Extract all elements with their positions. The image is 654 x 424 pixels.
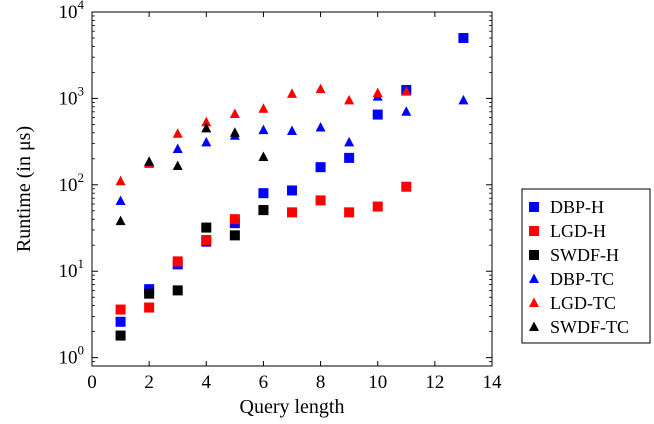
data-point — [172, 160, 183, 171]
data-point — [458, 94, 469, 105]
legend-marker — [529, 273, 539, 283]
data-point — [344, 136, 355, 147]
data-point — [401, 106, 412, 116]
data-point — [287, 207, 297, 218]
y-tick-label: 104 — [59, 0, 85, 23]
y-tick-label: 103 — [59, 83, 85, 109]
data-point — [229, 127, 240, 137]
data-point — [144, 156, 155, 166]
data-point — [115, 175, 126, 186]
legend-label: SWDF-H — [550, 245, 619, 265]
data-point — [258, 124, 269, 135]
legend-item: SWDF-TC — [529, 317, 629, 337]
series-swdf-h — [115, 205, 269, 341]
legend-item: SWDF-H — [529, 245, 619, 265]
y-axis-title: Runtime (in μs) — [13, 126, 35, 252]
data-point — [315, 195, 326, 206]
data-point — [258, 151, 269, 161]
data-point — [172, 256, 183, 267]
legend-item: LGD-H — [529, 221, 606, 241]
data-point — [115, 316, 126, 327]
x-tick-label: 2 — [144, 372, 154, 393]
data-point — [372, 201, 383, 212]
data-point — [287, 185, 297, 196]
legend: DBP-H LGD-H SWDF-H DBP-TC LGD-TC SWDF-TC — [521, 188, 651, 344]
axes: 0 2 4 6 8 10 12 14 100 101 102 103 104 — [59, 0, 503, 393]
legend-item: DBP-H — [529, 197, 604, 217]
series-dbp-h — [115, 33, 469, 327]
x-tick-label: 14 — [483, 372, 503, 393]
data-point — [201, 222, 212, 233]
x-tick-label: 12 — [425, 372, 444, 393]
x-tick-label: 0 — [87, 372, 97, 393]
data-point — [372, 109, 383, 120]
data-point — [344, 207, 355, 218]
x-tick-label: 6 — [259, 372, 269, 393]
data-point — [115, 304, 126, 315]
x-axis-title: Query length — [240, 396, 345, 418]
data-point — [401, 181, 412, 192]
data-point — [344, 152, 355, 163]
data-point — [144, 302, 155, 313]
data-point — [372, 87, 383, 98]
data-point — [229, 214, 240, 225]
data-marks — [115, 33, 469, 341]
x-tick-label: 8 — [316, 372, 326, 393]
x-tick-label: 10 — [368, 372, 387, 393]
legend-label: LGD-H — [550, 221, 606, 241]
legend-label: SWDF-TC — [550, 317, 629, 337]
series-lgd-tc — [115, 83, 412, 186]
data-point — [172, 128, 183, 138]
data-point — [315, 122, 326, 132]
data-point — [172, 143, 183, 153]
data-point — [201, 136, 212, 147]
data-point — [287, 88, 297, 98]
data-point — [344, 94, 355, 105]
data-point — [458, 33, 469, 44]
y-tick-label: 100 — [59, 343, 85, 369]
data-point — [229, 230, 240, 241]
x-tick-label: 4 — [202, 372, 212, 393]
series-lgd-h — [115, 181, 412, 315]
legend-marker — [529, 250, 539, 260]
legend-marker — [529, 226, 539, 236]
data-point — [201, 116, 212, 127]
legend-marker — [529, 297, 539, 307]
data-point — [315, 162, 326, 173]
data-point — [172, 285, 183, 296]
series-swdf-tc — [115, 122, 269, 226]
y-tick-label: 101 — [59, 256, 85, 282]
legend-item: DBP-TC — [529, 269, 614, 289]
legend-marker — [529, 202, 539, 212]
data-point — [258, 188, 269, 199]
legend-label: DBP-TC — [550, 269, 614, 289]
data-point — [144, 288, 155, 299]
data-point — [201, 234, 212, 245]
legend-marker — [529, 321, 539, 331]
data-point — [115, 215, 126, 226]
y-tick-label: 102 — [59, 170, 85, 196]
data-point — [258, 205, 269, 216]
data-point — [258, 103, 269, 113]
data-point — [287, 125, 297, 135]
data-point — [115, 330, 126, 341]
legend-item: LGD-TC — [529, 293, 616, 313]
data-point — [115, 195, 126, 205]
legend-box — [521, 188, 651, 344]
data-point — [401, 86, 412, 96]
legend-label: LGD-TC — [550, 293, 616, 313]
legend-label: DBP-H — [550, 197, 604, 217]
data-point — [315, 83, 326, 94]
data-point — [229, 108, 240, 118]
data-point — [201, 122, 212, 133]
